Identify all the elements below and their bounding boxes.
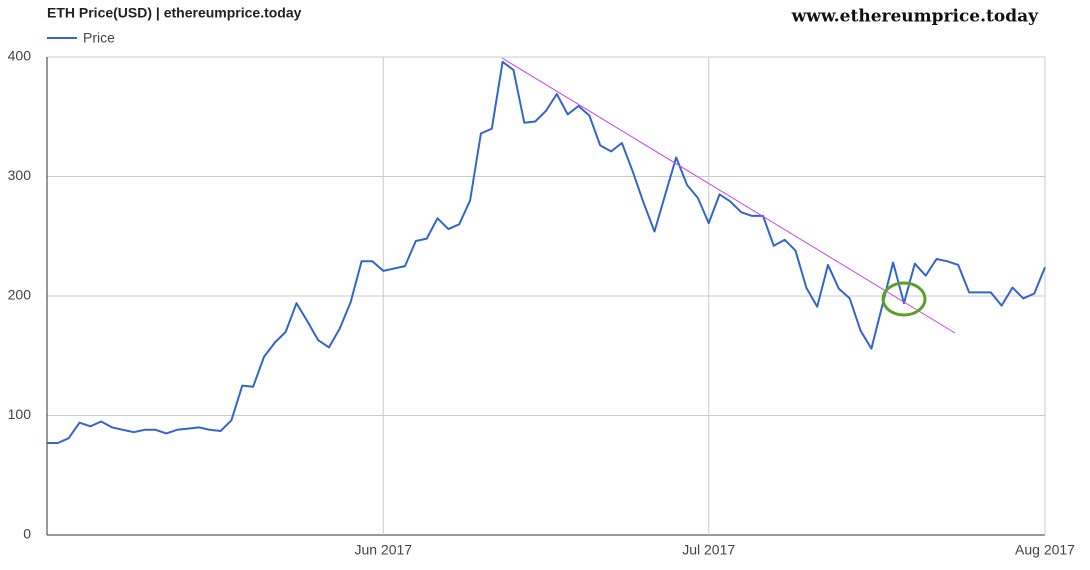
legend-label: Price — [83, 30, 115, 46]
price-line — [47, 60, 1046, 444]
watermark: www.ethereumprice.today — [791, 7, 1040, 27]
chart-title: ETH Price(USD) | ethereumprice.today — [47, 5, 302, 21]
y-tick-label: 100 — [8, 406, 32, 422]
y-tick-label: 0 — [23, 526, 31, 542]
trend-line — [501, 57, 956, 334]
x-tick-label: Jul 2017 — [682, 542, 735, 558]
y-tick-label: 400 — [8, 48, 32, 64]
highlight-circle — [881, 281, 927, 317]
y-tick-label: 300 — [8, 167, 32, 183]
y-tick-label: 200 — [8, 287, 32, 303]
x-tick-label: Aug 2017 — [1015, 542, 1075, 558]
x-tick-label: Jun 2017 — [354, 542, 412, 558]
